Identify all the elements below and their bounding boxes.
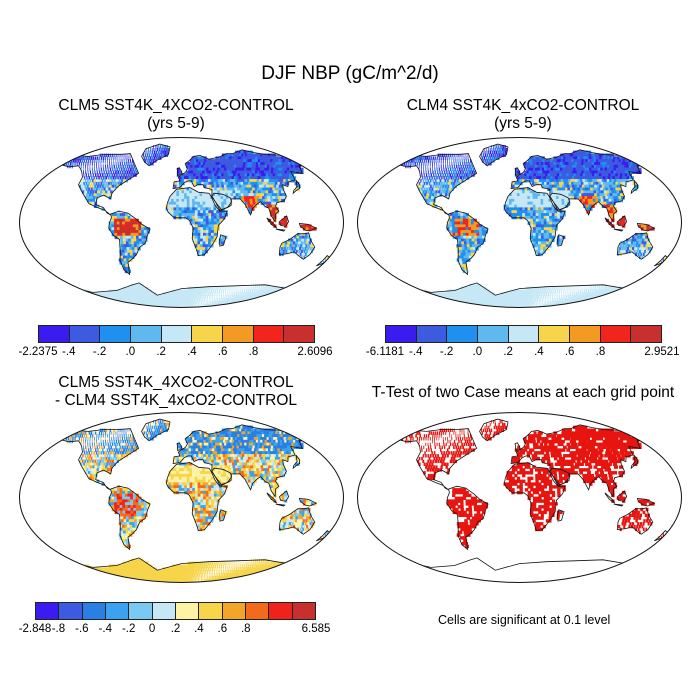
cb3-swatch bbox=[222, 603, 246, 619]
map-border bbox=[357, 137, 682, 308]
cb1-tick-label: -2.2375 bbox=[18, 346, 58, 358]
cb2-tick-label: .6 bbox=[564, 346, 575, 358]
panel-4-title-line1: T-Test of two Case means at each grid po… bbox=[371, 384, 675, 401]
map-panel-2 bbox=[357, 137, 682, 308]
cb1-tick-label: .4 bbox=[187, 346, 197, 358]
cb3-tick-label: -2.848 bbox=[18, 623, 52, 635]
cb1-swatch bbox=[39, 326, 70, 342]
cb2-tick-label: .0 bbox=[472, 346, 483, 358]
cb3-swatch bbox=[245, 603, 270, 619]
cb3-tick-label: -.2 bbox=[121, 623, 136, 635]
cb3-swatch bbox=[292, 603, 315, 619]
cb3-swatch bbox=[129, 603, 153, 619]
panel-3-title-line2: - CLM4 SST4K_4xCO2-CONTROL bbox=[54, 392, 298, 409]
cb3-tick-label: -.4 bbox=[98, 623, 112, 635]
cb3-tick-label: .8 bbox=[240, 623, 251, 635]
panel-2-title-line2: (yrs 5-9) bbox=[494, 115, 552, 132]
panel-4-title: T-Test of two Case means at each grid po… bbox=[348, 384, 698, 402]
cb2-tick-label: 2.9521 bbox=[644, 346, 680, 358]
cb3-tick-label: -.8 bbox=[51, 623, 66, 635]
panel-3-title-line1: CLM5 SST4K_4XCO2-CONTROL bbox=[58, 374, 294, 391]
cb3-tick-label: 0 bbox=[148, 623, 156, 635]
cb3-tick-label: -.6 bbox=[75, 623, 89, 635]
map-panel-1 bbox=[19, 137, 344, 308]
cb1-swatch bbox=[284, 326, 315, 342]
map-panel-4 bbox=[357, 412, 682, 583]
cb1-swatch bbox=[253, 326, 285, 342]
cb1-tick-label: 2.6096 bbox=[297, 346, 333, 358]
cb2-swatch bbox=[600, 326, 632, 342]
cb2-swatch bbox=[416, 326, 448, 342]
cb2-tick-label: .2 bbox=[503, 346, 513, 358]
map-border bbox=[357, 412, 682, 583]
panel-1-title-line2: (yrs 5-9) bbox=[147, 115, 205, 132]
cb3-tick-label: 6.585 bbox=[301, 623, 331, 635]
cb3-swatch bbox=[152, 603, 176, 619]
map-border bbox=[19, 137, 344, 308]
cb2-swatch bbox=[570, 326, 601, 342]
panel-3-title: CLM5 SST4K_4XCO2-CONTROL - CLM4 SST4K_4x… bbox=[11, 374, 341, 410]
cb3-swatch bbox=[199, 603, 223, 619]
cb1-tick-label: -.4 bbox=[62, 346, 76, 358]
cb3-tick-label: .6 bbox=[217, 623, 228, 635]
panel-2-title: CLM4 SST4K_4xCO2-CONTROL (yrs 5-9) bbox=[358, 97, 688, 133]
cb2-tick-label: -6.1181 bbox=[365, 346, 405, 358]
land-cells bbox=[55, 145, 329, 308]
significance-note: Cells are significant at 0.1 level bbox=[438, 613, 611, 627]
cb3-swatch bbox=[82, 603, 106, 619]
land-cells bbox=[55, 420, 329, 583]
colorbar-2 bbox=[385, 325, 662, 343]
cb2-tick-label: .8 bbox=[595, 346, 606, 358]
cb3-swatch bbox=[269, 603, 293, 619]
colorbar-3 bbox=[35, 602, 316, 620]
cb1-swatch bbox=[131, 326, 162, 342]
colorbar-1-labels: -2.2375 -.4 -.2 .0 .2 .4 .6 .8 2.6096 bbox=[18, 346, 332, 360]
cb1-swatch bbox=[223, 326, 254, 342]
map-border bbox=[19, 412, 344, 583]
cb1-swatch bbox=[192, 326, 224, 342]
cb3-tick-label: .4 bbox=[194, 623, 204, 635]
panel-1-title-line1: CLM5 SST4K_4XCO2-CONTROL bbox=[58, 97, 294, 114]
cb2-tick-label: -.4 bbox=[409, 346, 423, 358]
cb2-swatch bbox=[508, 326, 540, 342]
cb1-tick-label: .8 bbox=[248, 346, 259, 358]
cb2-tick-label: -.2 bbox=[439, 346, 454, 358]
cb2-swatch bbox=[386, 326, 417, 342]
cb2-swatch bbox=[631, 326, 662, 342]
colorbar-1 bbox=[38, 325, 315, 343]
cb2-swatch bbox=[447, 326, 479, 342]
cb2-swatch bbox=[539, 326, 571, 342]
cb1-tick-label: .2 bbox=[156, 346, 166, 358]
cb3-swatch bbox=[175, 603, 200, 619]
cb2-swatch bbox=[478, 326, 509, 342]
cb1-swatch bbox=[69, 326, 101, 342]
cb3-swatch bbox=[59, 603, 83, 619]
cb1-swatch bbox=[161, 326, 193, 342]
panel-1-title: CLM5 SST4K_4XCO2-CONTROL (yrs 5-9) bbox=[11, 97, 341, 133]
cb1-tick-label: .6 bbox=[217, 346, 228, 358]
cb3-swatch bbox=[36, 603, 60, 619]
cb3-tick-label: .2 bbox=[170, 623, 181, 635]
colorbar-2-labels: -6.1181 -.4 -.2 .0 .2 .4 .6 .8 2.9521 bbox=[366, 346, 680, 360]
colorbar-3-labels: -2.848 -.8 -.6 -.4 -.2 0 .2 .4 .6 .8 6.585 bbox=[19, 623, 331, 637]
cb2-tick-label: .4 bbox=[534, 346, 544, 358]
cb1-tick-label: .0 bbox=[125, 346, 136, 358]
map-panel-3 bbox=[19, 412, 344, 583]
cb1-tick-label: -.2 bbox=[92, 346, 107, 358]
panel-2-title-line1: CLM4 SST4K_4xCO2-CONTROL bbox=[406, 97, 640, 114]
figure-title: DJF NBP (gC/m^2/d) bbox=[261, 63, 439, 84]
cb1-swatch bbox=[100, 326, 132, 342]
cb3-swatch bbox=[105, 603, 130, 619]
